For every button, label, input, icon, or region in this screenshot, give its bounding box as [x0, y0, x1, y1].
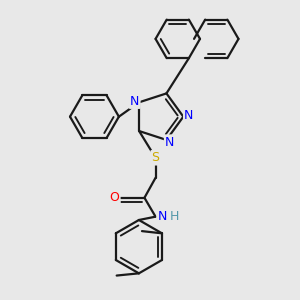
Text: N: N — [130, 95, 140, 108]
Text: H: H — [170, 210, 179, 223]
Text: N: N — [158, 210, 167, 223]
Text: O: O — [110, 191, 119, 204]
Text: S: S — [152, 151, 160, 164]
Text: N: N — [184, 109, 194, 122]
Text: N: N — [165, 136, 175, 148]
